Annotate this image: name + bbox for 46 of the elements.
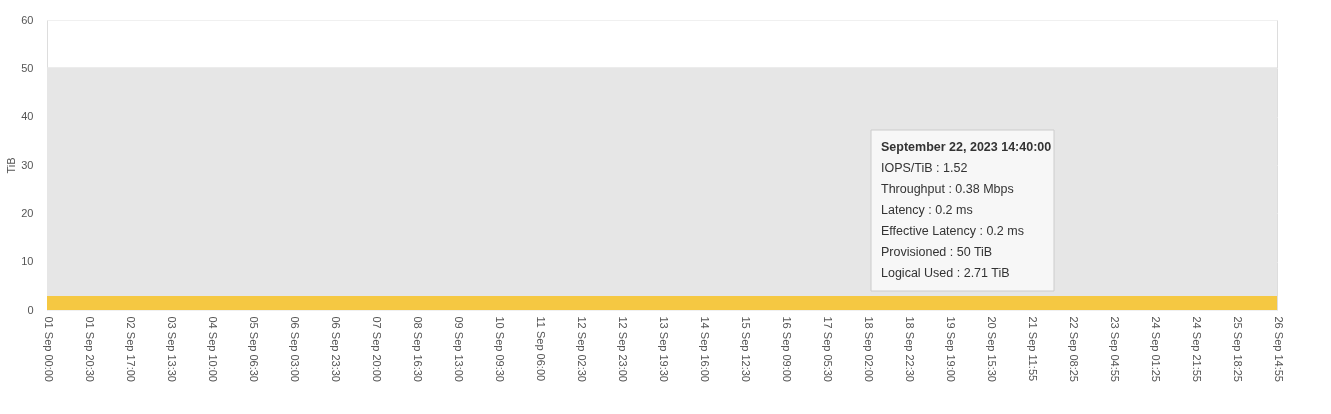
x-tick-label: 14 Sep 16:00 (698, 316, 711, 382)
x-tick-label: 06 Sep 23:30 (329, 316, 342, 382)
y-tick-label: 40 (21, 110, 34, 123)
x-tick-label: 10 Sep 09:30 (493, 316, 506, 382)
x-tick-label: 26 Sep 14:55 (1272, 316, 1285, 382)
x-tick-label: 25 Sep 18:25 (1231, 316, 1244, 382)
x-tick-label: 22 Sep 08:25 (1067, 316, 1080, 382)
x-tick-label: 18 Sep 22:30 (903, 316, 916, 382)
annotation: Latency : 0.2 ms (881, 203, 973, 217)
x-tick-label: 16 Sep 09:00 (780, 316, 793, 382)
x-tick-label: 15 Sep 12:30 (739, 316, 752, 382)
x-tick-label: 03 Sep 13:30 (165, 316, 178, 382)
x-tick-label: 24 Sep 21:55 (1190, 316, 1203, 382)
annotation: Effective Latency : 0.2 ms (881, 224, 1024, 238)
x-tick-label: 12 Sep 23:00 (616, 316, 629, 382)
y-tick-label: 30 (21, 158, 34, 171)
x-tick-label: 01 Sep 00:00 (42, 316, 55, 382)
y-tick-label: 20 (21, 206, 34, 219)
x-tick-label: 07 Sep 20:00 (370, 316, 383, 382)
annotation: Logical Used : 2.71 TiB (881, 266, 1010, 280)
annotation: Provisioned : 50 TiB (881, 245, 993, 259)
x-tick-label: 24 Sep 01:25 (1149, 316, 1162, 382)
x-tick-label: 02 Sep 17:00 (124, 316, 137, 382)
annotation: September 22, 2023 14:40:00 (881, 140, 1052, 154)
x-tick-label: 12 Sep 02:30 (575, 316, 588, 382)
x-tick-label: 09 Sep 13:00 (452, 316, 465, 382)
y-axis-title: TiB (5, 157, 18, 174)
x-tick-label: 05 Sep 06:30 (247, 316, 260, 382)
x-tick-label: 11 Sep 06:00 (534, 316, 547, 382)
x-tick-label: 20 Sep 15:30 (985, 316, 998, 382)
y-tick-label: 10 (21, 255, 34, 268)
x-tick-label: 08 Sep 16:30 (411, 316, 424, 382)
x-tick-label: 18 Sep 02:00 (862, 316, 875, 382)
y-tick-label: 0 (27, 303, 34, 316)
x-tick-label: 23 Sep 04:55 (1108, 316, 1121, 382)
x-tick-label: 17 Sep 05:30 (821, 316, 834, 382)
x-tick-label: 01 Sep 20:30 (83, 316, 96, 382)
y-tick-label: 50 (21, 61, 34, 74)
x-tick-label: 19 Sep 19:00 (944, 316, 957, 382)
x-tick-label: 13 Sep 19:30 (657, 316, 670, 382)
y-tick-label: 60 (21, 13, 34, 26)
x-tick-label: 04 Sep 10:00 (206, 316, 219, 382)
annotation: IOPS/TiB : 1.52 (881, 161, 968, 175)
annotation: Throughput : 0.38 Mbps (881, 182, 1014, 196)
x-tick-label: 21 Sep 11:55 (1026, 316, 1039, 382)
x-tick-label: 06 Sep 03:00 (288, 316, 301, 382)
